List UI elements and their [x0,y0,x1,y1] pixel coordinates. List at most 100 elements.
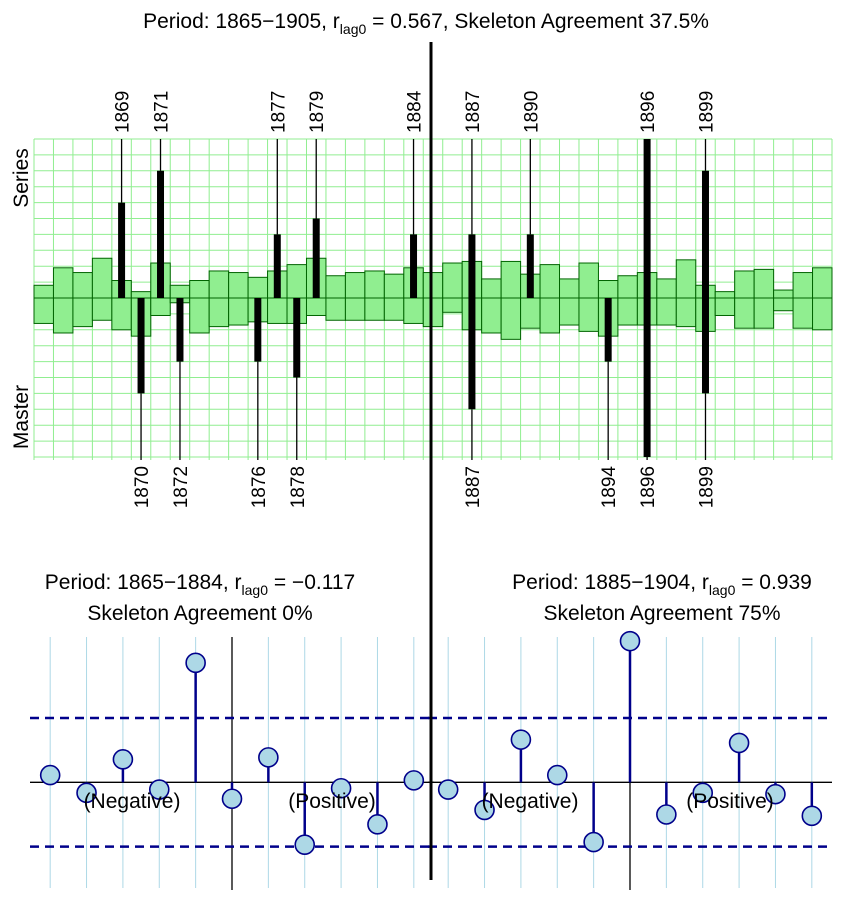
series-bar [286,264,307,299]
ccf-point [801,805,823,827]
ccf-point [185,652,206,674]
series-bar [130,291,152,299]
ccf-point [437,779,459,800]
ccf-early-title-line2: Skeleton Agreement 0% [87,602,312,625]
master-bar [442,297,463,313]
master-bar [111,297,132,331]
series-bar [383,273,405,299]
series-bar [753,268,775,299]
ccf-late-title-line1: Period: 1885−1904, rlag0 = 0.939 [512,571,812,598]
master-bar [52,297,74,334]
master-bar [675,297,697,328]
series-skeleton-year-label: 1884 [405,90,426,133]
master-bar [150,297,171,316]
master-axis-label: Master [10,385,33,449]
master-bar [812,297,833,331]
ccf-point [148,779,170,800]
ccf-point [728,732,750,754]
series-skeleton-year-label: 1899 [696,91,717,133]
series-bar [189,280,210,299]
series-bar [52,267,74,299]
ccf-point [112,749,134,770]
master-skeleton-year-label: 1896 [638,466,659,508]
master-bar [714,297,736,316]
series-bar [812,267,833,299]
master-bar [208,297,230,328]
negative-lag-label: (Negative) [84,790,181,813]
series-bar [228,272,249,299]
master-bar [72,297,93,328]
ccf-point [39,764,61,786]
master-bar [189,297,210,334]
series-bar [33,284,54,299]
series-skeleton-year-label: 1869 [113,91,134,133]
ccf-point [330,777,352,799]
series-bar [72,272,93,299]
series-bar [344,272,366,299]
master-skeleton-year-label: 1887 [463,466,484,508]
skeleton-plot-title: Period: 1865−1905, rlag0 = 0.567, Skelet… [143,10,709,37]
master-bar [267,297,288,324]
master-bar [539,297,561,334]
master-skeleton-year-label: 1870 [132,466,153,508]
series-bar [539,264,561,299]
series-skeleton-year-label: 1877 [268,91,289,133]
series-bar [325,275,346,299]
series-bar [792,272,814,299]
ccf-point [583,831,604,853]
series-bar [617,275,638,299]
series-skeleton-year-label: 1896 [638,91,659,133]
ccf-early-title-line1: Period: 1865−1884, rlag0 = −0.117 [45,571,355,598]
ccf-point [546,764,568,786]
master-bar [559,297,580,326]
master-bar [753,297,775,329]
master-skeleton-year-label: 1894 [599,466,620,509]
ccf-late-panel: (Negative) (Positive) [428,630,832,890]
series-bar [91,257,113,299]
series-skeleton-year-label: 1871 [152,91,173,133]
series-bar [559,278,580,299]
master-bar [656,297,677,326]
master-bar [520,297,541,329]
ccf-late-title-line2: Skeleton Agreement 75% [544,602,781,625]
master-bar [578,297,599,332]
series-bar [675,259,697,299]
ccf-point [619,630,641,652]
ccf-early-panel: (Negative) (Positive) [30,637,434,890]
master-bar [91,297,113,321]
series-bar [169,284,191,299]
master-bar [344,297,366,321]
series-bar [578,262,599,299]
master-bar [403,297,424,324]
master-bar [792,297,814,329]
negative-lag-label: (Negative) [482,790,579,813]
skeleton-year-labels: 1869 1871 1877 1879 1884 1887 1890 1896 1899 1870… [113,90,718,508]
series-bar [597,280,619,299]
master-bar [734,297,755,329]
series-bar [481,278,502,299]
ccf-point [692,782,714,804]
series-bar [656,278,677,299]
master-bar [500,297,522,340]
ccf-point [403,770,425,791]
series-bar [422,272,444,299]
ccf-point [474,799,495,821]
master-bar [422,297,444,328]
series-skeleton-year-label: 1887 [463,91,484,133]
master-skeleton-year-label: 1876 [249,466,270,508]
ccf-point [656,804,677,825]
master-bar [305,297,327,316]
ccf-point [221,788,243,810]
skeleton-lines [118,139,709,460]
series-bar [714,291,736,299]
master-bar [33,297,54,324]
master-bar [325,297,346,321]
master-bar [228,297,249,326]
positive-lag-label: (Positive) [288,790,376,813]
ccf-point [510,729,532,750]
positive-lag-label: (Positive) [686,790,774,813]
series-bar [773,289,794,299]
master-skeleton-year-label: 1872 [171,466,192,508]
master-bar [617,297,638,326]
